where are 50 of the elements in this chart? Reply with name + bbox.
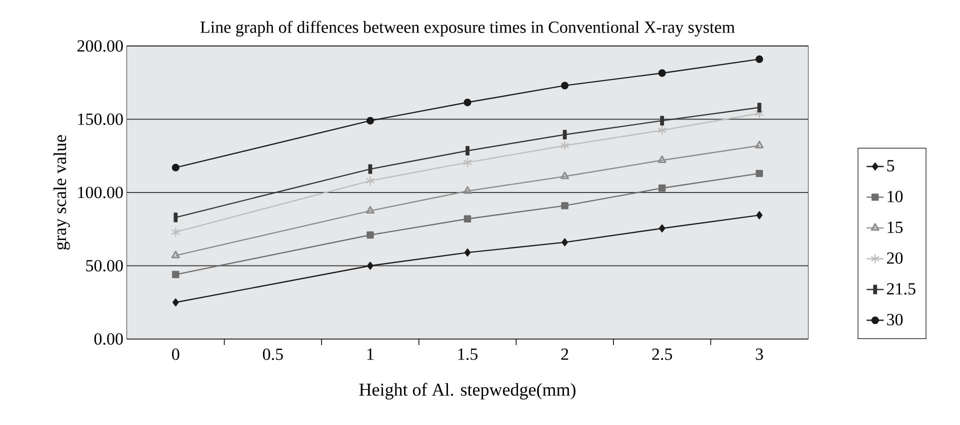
point: [463, 157, 472, 168]
point: [756, 170, 763, 178]
legend-label: 10: [888, 190, 903, 202]
y-axis-title: gray scale value: [53, 135, 70, 250]
point: [756, 211, 763, 220]
point: [171, 226, 180, 238]
x-tick-label: 0.5: [262, 348, 283, 360]
point: [658, 155, 666, 164]
legend-label: 21.5: [887, 283, 916, 295]
y-tick-label: 50.00: [86, 260, 123, 272]
point: [464, 215, 472, 222]
y-tick-label: 100.00: [78, 186, 123, 198]
point: [560, 82, 569, 90]
point: [172, 270, 180, 278]
point: [464, 98, 472, 106]
x-tick-label: 1.5: [458, 348, 478, 360]
x-tick-label: 0: [172, 348, 180, 360]
point: [366, 231, 374, 239]
x-tick-label: 2: [561, 348, 568, 360]
chart-title: Line graph of diffences between exposure times in Conventional X-ray system: [200, 20, 735, 36]
point: [658, 69, 666, 77]
legend-label: 30: [887, 314, 903, 326]
point: [658, 125, 667, 136]
point: [560, 140, 570, 151]
point: [658, 184, 666, 192]
point: [463, 186, 472, 194]
point: [562, 238, 568, 246]
point: [366, 176, 375, 186]
x-tick-label: 1: [367, 348, 374, 360]
point: [172, 298, 179, 306]
point: [658, 224, 666, 232]
point: [755, 140, 764, 148]
point: [560, 172, 570, 180]
legend-label: 20: [887, 252, 903, 264]
x-tick-label: 3: [756, 348, 763, 360]
point: [561, 202, 568, 210]
point: [172, 164, 180, 172]
point: [367, 262, 374, 270]
point: [366, 206, 374, 214]
legend-label: 15: [888, 222, 903, 233]
x-axis-title: Height of Al. stepwedge(mm): [359, 382, 576, 400]
y-tick-label: 0.00: [94, 333, 123, 345]
legend-label: 5: [887, 160, 894, 172]
point: [171, 250, 180, 258]
y-tick-label: 200.00: [77, 40, 123, 52]
y-tick-label: 150.00: [78, 113, 123, 126]
point: [756, 55, 764, 63]
point: [366, 116, 374, 125]
x-tick-label: 2.5: [652, 348, 672, 360]
point: [464, 248, 471, 257]
